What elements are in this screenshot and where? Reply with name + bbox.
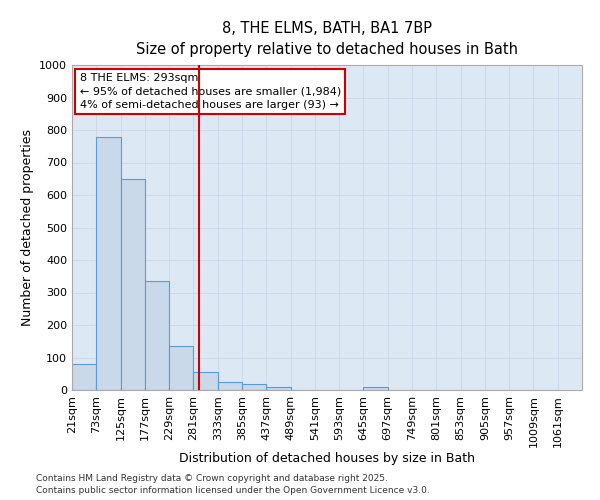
Bar [218,382,242,390]
Bar [364,387,388,390]
Bar [193,372,218,390]
Y-axis label: Number of detached properties: Number of detached properties [20,129,34,326]
Title: 8, THE ELMS, BATH, BA1 7BP
Size of property relative to detached houses in Bath: 8, THE ELMS, BATH, BA1 7BP Size of prope… [136,21,518,57]
Bar [242,384,266,390]
Bar [169,346,193,390]
Bar [266,387,290,390]
Bar [121,179,145,390]
Bar [72,364,96,390]
Bar [96,136,121,390]
Bar [145,281,169,390]
Text: 8 THE ELMS: 293sqm
← 95% of detached houses are smaller (1,984)
4% of semi-detac: 8 THE ELMS: 293sqm ← 95% of detached hou… [80,73,341,110]
X-axis label: Distribution of detached houses by size in Bath: Distribution of detached houses by size … [179,452,475,466]
Text: Contains HM Land Registry data © Crown copyright and database right 2025.
Contai: Contains HM Land Registry data © Crown c… [36,474,430,495]
